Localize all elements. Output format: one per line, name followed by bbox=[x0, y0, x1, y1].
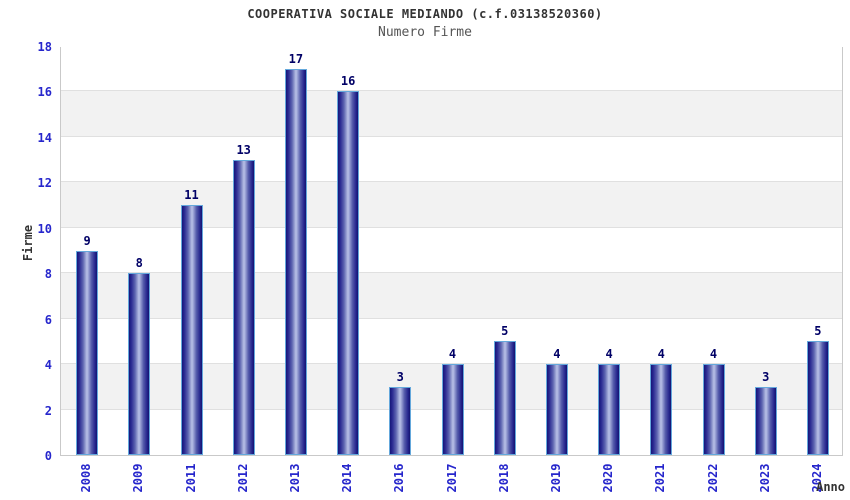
bar-value-label: 13 bbox=[236, 142, 251, 157]
bar-value-label: 4 bbox=[553, 347, 561, 362]
x-tick-label: 2021 bbox=[653, 463, 668, 493]
gridline bbox=[61, 135, 842, 137]
gridline bbox=[61, 363, 842, 365]
bar-value-label: 4 bbox=[605, 347, 613, 362]
bar-value-label: 3 bbox=[396, 369, 404, 384]
bar-value-label: 17 bbox=[288, 51, 304, 66]
x-tick-label: 2012 bbox=[235, 463, 250, 493]
gridline bbox=[61, 90, 842, 92]
bar-value-label: 4 bbox=[448, 347, 457, 362]
plot-band bbox=[61, 136, 842, 183]
plot-band bbox=[61, 273, 842, 319]
y-axis-title: Firme bbox=[21, 224, 35, 262]
y-tick-label: 16 bbox=[37, 85, 52, 100]
x-tick-label: 2011 bbox=[183, 463, 198, 493]
y-tick-label: 12 bbox=[37, 176, 52, 191]
chart-subtitle: Numero Firme bbox=[378, 25, 472, 40]
chart-title: COOPERATIVA SOCIALE MEDIANDO (c.f.031385… bbox=[247, 7, 603, 21]
bar-value-label: 4 bbox=[657, 347, 665, 362]
x-tick-label: 2008 bbox=[79, 463, 94, 493]
y-tick-label: 0 bbox=[44, 449, 52, 463]
y-tick-label: 2 bbox=[44, 403, 52, 418]
gridline bbox=[61, 317, 842, 319]
bar-2017 bbox=[441, 364, 464, 455]
bar-value-label: 5 bbox=[814, 324, 822, 339]
bar-2011 bbox=[180, 205, 203, 455]
x-tick-label: 2018 bbox=[496, 463, 511, 493]
x-tick-label: 2022 bbox=[705, 463, 720, 493]
y-tick-label: 14 bbox=[37, 130, 52, 145]
bar-2021 bbox=[650, 364, 673, 455]
x-tick-label: 2023 bbox=[757, 463, 772, 493]
bar-2013 bbox=[284, 68, 307, 455]
bar-2022 bbox=[702, 364, 725, 455]
gridline bbox=[61, 272, 842, 274]
y-tick-label: 18 bbox=[37, 40, 52, 54]
bar-value-label: 3 bbox=[762, 369, 770, 384]
x-tick-label: 2009 bbox=[131, 463, 146, 493]
bar-value-label: 5 bbox=[501, 324, 509, 339]
bar-2008 bbox=[76, 250, 99, 455]
bar-value-label: 11 bbox=[184, 188, 199, 203]
y-tick-label: 10 bbox=[37, 221, 52, 236]
bar-2012 bbox=[232, 159, 255, 455]
x-tick-label: 2019 bbox=[548, 463, 563, 493]
plot-band bbox=[61, 91, 842, 137]
y-tick-label: 6 bbox=[44, 312, 52, 327]
x-tick-label: 2020 bbox=[601, 463, 616, 493]
x-tick-label: 2016 bbox=[392, 463, 407, 493]
plot-band bbox=[61, 227, 842, 274]
bar-2023 bbox=[754, 386, 777, 455]
gridline bbox=[61, 226, 842, 228]
bar-value-label: 9 bbox=[83, 233, 91, 248]
x-tick-label: 2013 bbox=[287, 463, 302, 493]
plot-area: 9 8 11 13 17 16 3 4 5 4 4 4 4 3 5 bbox=[60, 46, 843, 456]
y-tick-label: 8 bbox=[44, 267, 52, 282]
bar-2024 bbox=[806, 341, 829, 455]
gridline bbox=[61, 181, 842, 183]
y-tick-label: 4 bbox=[44, 358, 52, 373]
bar-value-label: 16 bbox=[340, 74, 356, 89]
bar-2009 bbox=[128, 273, 151, 455]
bar-2016 bbox=[389, 386, 412, 455]
x-tick-label: 2017 bbox=[444, 463, 459, 493]
bar-2014 bbox=[337, 91, 360, 455]
bar-value-label: 8 bbox=[135, 256, 143, 271]
bar-value-label: 4 bbox=[709, 347, 718, 362]
plot-band bbox=[61, 182, 842, 228]
x-tick-label: 2014 bbox=[340, 463, 355, 493]
bar-2019 bbox=[545, 364, 568, 455]
bar-2020 bbox=[598, 364, 621, 455]
plot-band bbox=[61, 46, 842, 92]
x-axis-title: Anno bbox=[816, 480, 845, 494]
bar-2018 bbox=[493, 341, 516, 455]
